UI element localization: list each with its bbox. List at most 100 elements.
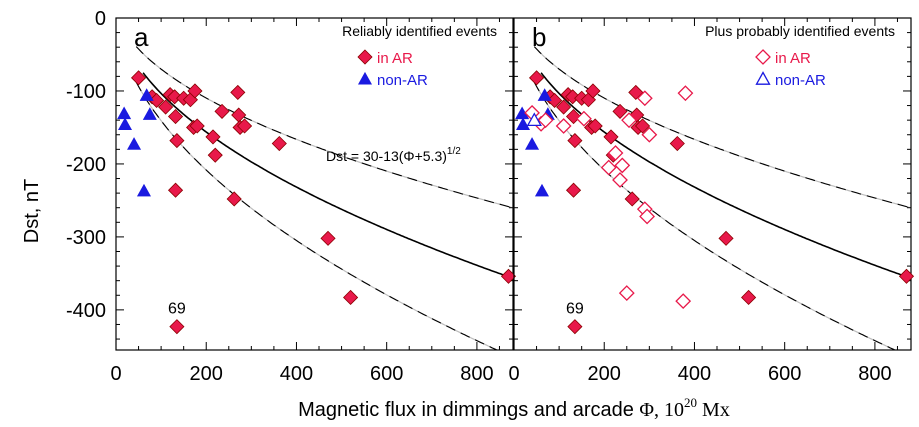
data-point [526,112,542,127]
y-tick-label: -400 [66,300,106,322]
upper-band-dashed [533,46,910,208]
y-axis-label: Dst, nT [21,179,43,243]
x-tick-label: 600 [370,363,403,385]
data-point [525,137,540,150]
x-axis-label-unit: Mx [697,399,730,421]
data-point [516,117,531,131]
data-point [576,110,592,127]
legend-marker [357,49,373,65]
data-point [718,230,734,246]
x-tick-label: 400 [280,363,313,385]
data-point [585,83,601,99]
x-tick-label: 200 [190,363,223,385]
x-axis-label-base: 10 [664,399,684,421]
data-point [618,285,635,302]
data-point [555,118,572,134]
data-point [320,230,336,246]
data-point [207,147,223,163]
legend-marker [755,71,771,85]
data-point [556,99,572,115]
data-point [167,108,184,125]
panel-letter: b [532,22,546,52]
legend-title: Reliably identified events [342,23,497,39]
lower-band-dashed [135,81,499,350]
panel-a: 0 200 400 600 800 0 -100 -200 -300 -400 a Reliably … [66,8,517,385]
data-point [612,172,628,188]
data-point [641,126,658,143]
data-point [169,319,185,335]
panels-root: 0 200 400 600 800 0 -100 -200 -300 -400 a Reliably … [66,8,915,385]
y-tick-label: -300 [66,227,106,249]
plot-frame [115,17,514,351]
data-point [537,112,554,129]
data-point [612,103,628,119]
data-point [741,289,757,306]
data-point [136,183,151,197]
data-point [614,157,631,174]
data-point [537,88,552,101]
data-point [187,83,203,99]
fit-formula: Dst = 30-13(Φ+5.3)1/2 [326,146,461,164]
data-point [639,208,656,225]
data-point [567,319,583,335]
legend-label: in AR [377,50,413,67]
data-point [624,191,640,207]
data-point [898,268,915,284]
data-point [237,118,253,134]
annotation-label: 69 [566,301,584,318]
x-axis-label-phi: Φ [639,399,654,421]
data-point [158,99,174,115]
upper-band-dashed [135,46,512,208]
data-point [205,129,221,145]
x-tick-label: 800 [460,363,493,385]
data-point [669,135,685,152]
legend-marker [357,71,373,85]
data-point [607,145,624,161]
data-point [214,103,230,119]
data-point [343,289,359,306]
x-tick-label: 400 [678,363,711,385]
annotation-label: 69 [168,301,186,318]
data-point [118,117,133,131]
legend-title: Plus probably identified events [705,23,895,39]
legend-label: non-AR [377,72,428,89]
data-point [130,70,147,86]
data-point [635,118,651,134]
data-point [230,84,246,100]
legend-marker [755,49,771,65]
x-axis-label-exp: 20 [684,395,697,410]
panel-letter: a [134,22,149,52]
data-point [636,90,653,107]
legend-label: in AR [775,50,811,67]
data-point [167,182,184,198]
panel-b: 0 200 400 600 800 b Plus probably identified e… [508,17,915,385]
data-point [142,107,157,120]
data-point [528,70,545,86]
plot-frame [513,17,912,351]
x-axis-label-sep: , [654,399,664,421]
x-tick-label: 800 [858,363,891,385]
x-tick-label: 200 [588,363,621,385]
y-tick-label: -200 [66,154,106,176]
data-point [271,135,287,152]
data-point [117,106,132,120]
x-axis-label-main: Magnetic flux in dimmings and arcade [298,399,639,421]
y-tick-label: 0 [95,8,106,30]
data-point [534,183,549,197]
data-point [603,129,619,145]
data-point [169,133,185,149]
data-point [675,293,692,310]
x-tick-label: 0 [110,363,121,385]
fit-curve [540,72,911,280]
data-point [565,182,582,198]
data-point [567,133,583,149]
data-point [677,85,694,102]
fit-curve [142,72,513,280]
data-point [500,268,517,284]
legend-label: non-AR [775,72,826,89]
data-point [565,108,582,125]
data-point [139,88,154,101]
x-tick-label: 0 [508,363,519,385]
data-point [127,137,142,150]
